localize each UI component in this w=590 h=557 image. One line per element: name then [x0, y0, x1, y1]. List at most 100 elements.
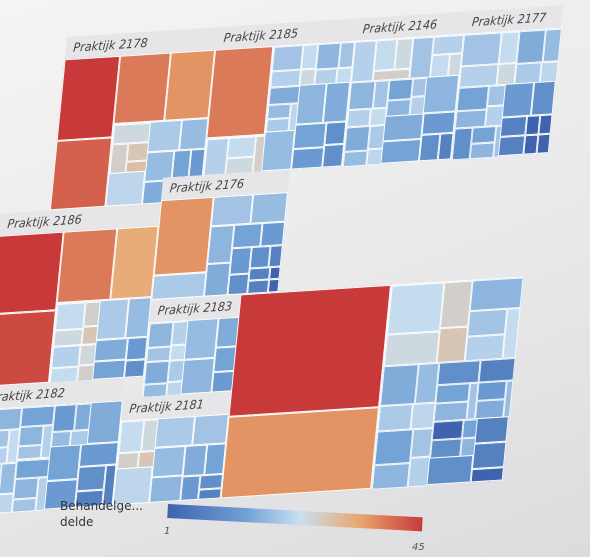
treemap-subcell[interactable]	[348, 81, 376, 110]
treemap-cell[interactable]	[500, 115, 528, 137]
treemap-cell[interactable]	[182, 444, 208, 477]
treemap-subcell[interactable]	[51, 344, 81, 369]
treemap-cell[interactable]	[180, 357, 215, 395]
treemap-subcell[interactable]	[268, 86, 301, 106]
treemap-subcell[interactable]	[516, 29, 547, 64]
treemap-cell[interactable]	[498, 135, 526, 157]
treemap-cell[interactable]	[458, 30, 520, 88]
treemap-cell[interactable]	[382, 279, 473, 367]
treemap-subcell[interactable]	[379, 363, 419, 407]
treemap-cell[interactable]	[501, 81, 535, 118]
treemap-subcell[interactable]	[467, 309, 508, 337]
treemap-cell[interactable]	[46, 444, 82, 482]
treemap-cell[interactable]	[313, 40, 356, 86]
treemap-cell[interactable]	[260, 221, 286, 247]
treemap-subcell[interactable]	[470, 126, 497, 144]
treemap-subcell[interactable]	[271, 45, 304, 72]
treemap-cell[interactable]	[76, 465, 106, 492]
treemap-cell[interactable]	[220, 407, 379, 499]
treemap-subcell[interactable]	[13, 477, 39, 500]
treemap-cell[interactable]	[530, 80, 556, 116]
treemap-cell[interactable]	[341, 123, 386, 168]
treemap-subcell[interactable]	[11, 497, 37, 513]
treemap-cell[interactable]	[536, 133, 551, 154]
treemap-cell[interactable]	[141, 359, 185, 398]
treemap-subcell[interactable]	[432, 34, 465, 55]
treemap-cell[interactable]	[269, 43, 319, 89]
treemap-cell[interactable]	[0, 309, 57, 387]
treemap-cell[interactable]	[450, 125, 503, 161]
treemap-cell[interactable]	[513, 27, 562, 84]
treemap-cell[interactable]	[433, 358, 482, 422]
treemap-cell[interactable]	[56, 55, 121, 142]
treemap-cell[interactable]	[264, 85, 301, 133]
treemap-subcell[interactable]	[469, 142, 495, 160]
treemap-cell[interactable]	[345, 79, 390, 128]
treemap-subcell[interactable]	[387, 78, 414, 101]
treemap-subcell[interactable]	[118, 420, 145, 454]
treemap-cell[interactable]	[537, 114, 553, 135]
treemap-subcell[interactable]	[373, 429, 413, 465]
treemap-cell[interactable]	[267, 279, 280, 293]
treemap-subcell[interactable]	[542, 28, 562, 63]
treemap-cell[interactable]	[50, 402, 93, 447]
treemap-cell[interactable]	[463, 276, 524, 361]
treemap-cell[interactable]	[145, 320, 189, 363]
treemap-subcell[interactable]	[478, 357, 516, 383]
treemap-cell[interactable]	[154, 415, 196, 449]
treemap-subcell[interactable]	[15, 458, 51, 480]
treemap-cell[interactable]	[474, 356, 516, 420]
treemap-subcell[interactable]	[460, 32, 502, 67]
treemap-subcell[interactable]	[112, 122, 151, 145]
treemap-cell[interactable]	[49, 342, 97, 384]
treemap-cell[interactable]	[203, 262, 232, 297]
treemap-cell[interactable]	[350, 37, 414, 83]
treemap-subcell[interactable]	[539, 61, 559, 83]
treemap-cell[interactable]	[382, 112, 424, 142]
treemap-subcell[interactable]	[342, 150, 368, 168]
treemap-cell[interactable]	[116, 418, 159, 470]
treemap-cell[interactable]	[293, 122, 327, 150]
treemap-subcell[interactable]	[477, 380, 507, 401]
treemap-cell[interactable]	[105, 171, 146, 207]
treemap-cell[interactable]	[408, 33, 465, 79]
treemap-subcell[interactable]	[55, 302, 86, 331]
treemap-cell[interactable]	[210, 194, 253, 227]
treemap-cell[interactable]	[0, 231, 65, 314]
treemap-cell[interactable]	[291, 147, 324, 170]
treemap-cell[interactable]	[385, 76, 428, 117]
treemap-subcell[interactable]	[18, 425, 44, 447]
treemap-cell[interactable]	[370, 427, 434, 490]
treemap-cell[interactable]	[380, 139, 422, 164]
treemap-cell[interactable]	[472, 441, 507, 470]
treemap-cell[interactable]	[184, 318, 219, 360]
treemap-cell[interactable]	[260, 129, 296, 172]
treemap-cell[interactable]	[16, 404, 56, 461]
treemap-cell[interactable]	[426, 454, 474, 486]
treemap-cell[interactable]	[113, 52, 171, 124]
treemap-subcell[interactable]	[435, 382, 471, 404]
treemap-cell[interactable]	[151, 271, 207, 301]
treemap-subcell[interactable]	[344, 125, 371, 153]
treemap-cell[interactable]	[123, 359, 146, 378]
treemap-cell[interactable]	[87, 400, 123, 444]
treemap-subcell[interactable]	[20, 405, 56, 427]
treemap-subcell[interactable]	[469, 277, 524, 312]
treemap-cell[interactable]	[92, 359, 126, 380]
treemap-subcell[interactable]	[52, 404, 77, 432]
treemap-subcell[interactable]	[371, 462, 410, 490]
treemap-cell[interactable]	[78, 441, 119, 468]
treemap-cell[interactable]	[202, 134, 266, 177]
treemap-cell[interactable]	[96, 298, 129, 341]
treemap-cell[interactable]	[474, 415, 509, 444]
treemap-cell[interactable]	[323, 121, 347, 146]
treemap-subcell[interactable]	[147, 321, 174, 348]
treemap-subcell[interactable]	[315, 42, 342, 70]
treemap-cell[interactable]	[198, 473, 224, 490]
treemap-cell[interactable]	[321, 143, 345, 168]
treemap-subcell[interactable]	[226, 136, 257, 159]
treemap-subcell[interactable]	[432, 419, 464, 441]
treemap-cell[interactable]	[146, 119, 183, 153]
treemap-cell[interactable]	[453, 83, 507, 130]
treemap-cell[interactable]	[470, 467, 504, 483]
